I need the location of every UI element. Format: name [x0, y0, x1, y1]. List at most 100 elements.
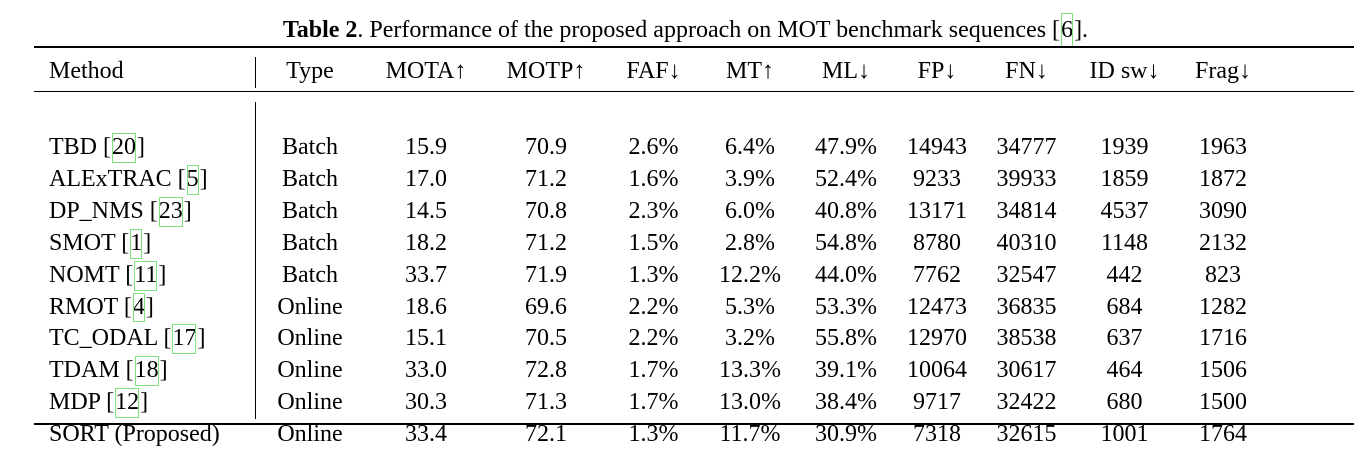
faf-cell: 1.5% [628, 229, 679, 256]
motp-cell: 71.2 [525, 229, 567, 256]
frag-cell: 1282 [1199, 293, 1247, 320]
table-row: SMOT [1] Batch 18.2 71.2 1.5% 2.8% 54.8% 8780 40… [34, 228, 1354, 260]
table-caption: Table 2. Performance of the proposed app… [0, 12, 1371, 48]
fp-cell: 12473 [907, 293, 967, 320]
column-header: ML↓ [822, 57, 870, 84]
table-row: TC_ODAL [17] Online 15.1 70.5 2.2% 3.2% 55.8% 1… [34, 323, 1354, 355]
motp-cell: 72.8 [525, 357, 567, 384]
fn-cell: 32422 [996, 389, 1057, 416]
citation-link[interactable]: 20 [111, 132, 137, 164]
citation-link[interactable]: 18 [134, 355, 160, 387]
caption-citation-link[interactable]: 6 [1060, 12, 1074, 48]
table-row: MDP [12] Online 30.3 71.3 1.7% 13.0% 38.4% 9717… [34, 387, 1354, 419]
type-cell: Online [277, 389, 343, 416]
frag-cell: 1764 [1199, 421, 1247, 448]
column-header: FAF↓ [626, 57, 681, 84]
idsw-cell: 442 [1106, 261, 1143, 288]
mota-cell: 18.6 [405, 293, 447, 320]
mt-cell: 5.3% [725, 293, 775, 320]
type-cell: Batch [282, 261, 338, 288]
mt-cell: 2.8% [725, 229, 775, 256]
column-header: Type [286, 57, 334, 84]
table-row: ALExTRAC [5] Batch 17.0 71.2 1.6% 3.9% 52.4% 92… [34, 164, 1354, 196]
citation-link[interactable]: 12 [114, 387, 140, 419]
frag-cell: 823 [1205, 261, 1241, 288]
mota-cell: 15.9 [405, 134, 447, 160]
method-name: SORT (Proposed) [49, 421, 220, 448]
method-cell: TDAM [18] [34, 355, 255, 387]
table-header-rule [34, 91, 1354, 93]
motp-cell: 70.9 [525, 134, 567, 160]
mt-cell: 12.2% [719, 261, 781, 288]
method-cell: ALExTRAC [5] [34, 164, 255, 196]
table-top-rule [34, 46, 1354, 48]
fp-cell: 9233 [913, 165, 961, 192]
ml-cell: 44.0% [815, 261, 877, 288]
method-column-divider-header [255, 57, 257, 88]
method-cell: DP_NMS [23] [34, 196, 255, 228]
caption-text-end: ]. [1074, 17, 1089, 43]
mota-cell: 17.0 [405, 165, 447, 192]
column-header: FN↓ [1005, 57, 1048, 84]
caption-label: Table 2 [282, 17, 358, 43]
ml-cell: 54.8% [815, 229, 877, 256]
type-cell: Online [277, 357, 343, 384]
citation-link[interactable]: 5 [186, 164, 200, 196]
method-name: ALExTRAC [49, 165, 172, 192]
method-cell: SMOT [1] [34, 228, 255, 260]
fn-cell: 40310 [996, 229, 1057, 256]
type-cell: Batch [282, 229, 338, 256]
mt-cell: 13.0% [719, 389, 781, 416]
faf-cell: 2.2% [628, 325, 679, 352]
column-header: ID sw↓ [1089, 57, 1160, 84]
motp-cell: 71.3 [525, 389, 567, 416]
mota-cell: 33.7 [405, 261, 447, 288]
method-name: TBD [49, 134, 97, 160]
faf-cell: 1.3% [628, 261, 679, 288]
ml-cell: 55.8% [815, 325, 877, 352]
method-name: NOMT [49, 261, 120, 288]
frag-cell: 1716 [1199, 325, 1247, 352]
table-header-row: Method Type MOTA↑ MOTP↑ FAF↓ MT↑ ML↓ FP↓… [34, 55, 1354, 87]
method-cell: MDP [12] [34, 387, 255, 419]
type-cell: Online [277, 421, 343, 448]
citation-link[interactable]: 11 [133, 260, 158, 292]
fn-cell: 30617 [996, 357, 1057, 384]
frag-cell: 3090 [1199, 197, 1247, 224]
motp-cell: 71.2 [525, 165, 567, 192]
column-header: MOTP↑ [506, 57, 586, 84]
table-body: TBD [20] Batch 15.9 70.9 2.6% 6.4% 47.9% 14943 3… [34, 132, 1354, 451]
mt-cell: 3.9% [725, 165, 775, 192]
method-cell: NOMT [11] [34, 260, 255, 292]
mota-cell: 33.0 [405, 357, 447, 384]
frag-cell: 1506 [1199, 357, 1247, 384]
table-row: TDAM [18] Online 33.0 72.8 1.7% 13.3% 39.1% 100… [34, 355, 1354, 387]
column-header: Frag↓ [1195, 57, 1251, 84]
fp-cell: 7318 [913, 421, 961, 448]
method-name: MDP [49, 389, 101, 416]
citation-link[interactable]: 17 [171, 323, 197, 355]
fn-cell: 34814 [996, 197, 1057, 224]
method-name: RMOT [49, 293, 118, 320]
type-cell: Online [277, 325, 343, 352]
faf-cell: 2.6% [628, 134, 679, 160]
table-row: TBD [20] Batch 15.9 70.9 2.6% 6.4% 47.9% 14943 3… [34, 132, 1354, 164]
citation-link[interactable]: 4 [132, 292, 146, 324]
caption-text: . Performance of the proposed approach o… [357, 17, 1061, 43]
mt-cell: 6.4% [725, 134, 775, 160]
table-row: RMOT [4] Online 18.6 69.6 2.2% 5.3% 53.3% 12473… [34, 292, 1354, 324]
mt-cell: 6.0% [725, 197, 775, 224]
mt-cell: 11.7% [719, 421, 781, 448]
citation-link[interactable]: 23 [158, 196, 184, 228]
frag-cell: 1500 [1199, 389, 1247, 416]
fp-cell: 8780 [913, 229, 961, 256]
idsw-cell: 1859 [1100, 165, 1149, 192]
fp-cell: 7762 [913, 261, 961, 288]
idsw-cell: 684 [1106, 293, 1143, 320]
citation-link[interactable]: 1 [129, 228, 143, 260]
faf-cell: 1.3% [628, 421, 679, 448]
type-cell: Online [277, 293, 343, 320]
motp-cell: 72.1 [525, 421, 567, 448]
table-row: DP_NMS [23] Batch 14.5 70.8 2.3% 6.0% 40.8% 131… [34, 196, 1354, 228]
fn-cell: 36835 [996, 293, 1057, 320]
